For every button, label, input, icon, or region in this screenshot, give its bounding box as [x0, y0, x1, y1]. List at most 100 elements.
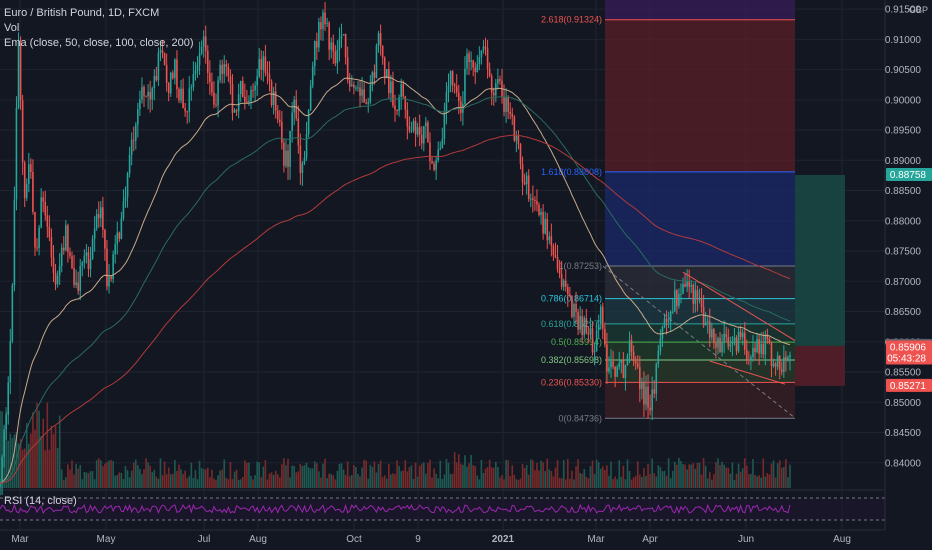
volume-bar: [385, 478, 388, 488]
candle-body: [231, 83, 234, 113]
candle-body: [684, 283, 686, 287]
candle-body: [155, 75, 158, 81]
price-tag-bg: [886, 167, 932, 181]
volume-bar: [225, 477, 228, 488]
candle-body: [595, 330, 598, 351]
candle-body: [110, 276, 112, 279]
volume-bar: [472, 465, 474, 488]
candle-body: [30, 164, 32, 173]
price-axis[interactable]: 0.840000.845000.850000.855000.860000.865…: [884, 0, 932, 530]
volume-bar: [116, 475, 119, 488]
candle-body: [490, 76, 493, 93]
drawing-trendlines[interactable]: [602, 265, 796, 419]
candle-body: [441, 139, 444, 149]
volume-bar: [174, 459, 176, 488]
volume-bar: [237, 479, 240, 488]
price-tick-label: 0.87500: [885, 247, 922, 258]
candle-body: [702, 307, 705, 326]
candle-body: [334, 51, 337, 64]
candle-body: [174, 59, 176, 79]
time-tick-label: 9: [415, 534, 421, 545]
candle-body: [774, 363, 777, 367]
volume-bar: [307, 467, 310, 488]
candle-body: [636, 363, 639, 368]
volume-bar: [599, 468, 602, 488]
volume-bar: [128, 477, 131, 488]
volume-bar: [708, 472, 711, 488]
candle-body: [311, 66, 314, 86]
candle-body: [163, 53, 166, 66]
candle-body: [573, 304, 575, 317]
candle-body: [254, 85, 256, 91]
candle-body: [431, 161, 433, 164]
volume-bar: [616, 479, 618, 488]
candle-body: [717, 338, 719, 348]
symbol-title[interactable]: Euro / British Pound, 1D, FXCM: [4, 7, 160, 19]
volume-bar: [361, 467, 363, 488]
fib-diagonal-line: [602, 265, 796, 419]
candle-body: [645, 386, 647, 405]
candle-body: [519, 144, 522, 165]
volume-bar: [139, 468, 141, 488]
volume-bar: [462, 464, 464, 488]
candle-body: [206, 50, 209, 74]
volume-bar: [630, 479, 633, 488]
volume-bar: [451, 473, 454, 488]
candle-body: [204, 36, 207, 51]
volume-bar: [745, 465, 748, 488]
time-tick-label: Mar: [587, 534, 605, 545]
time-axis[interactable]: Mar May Jul Aug Oct 9 2021 Mar Apr Jun Aug: [11, 534, 851, 545]
price-tag-value: 0.85906: [890, 342, 927, 353]
candle-body: [291, 112, 293, 131]
candle-body: [305, 133, 308, 158]
candle-body: [361, 89, 363, 96]
volume-bar: [85, 472, 88, 488]
volume-bar: [536, 462, 538, 488]
candle-body: [89, 259, 92, 270]
volume-bar: [316, 463, 318, 488]
volume-bar: [145, 458, 147, 488]
volume-bar: [466, 466, 468, 488]
candle-body: [102, 207, 104, 230]
volume-bar: [639, 474, 641, 488]
candle-body: [143, 87, 145, 96]
volume-bar: [495, 461, 497, 488]
ema-indicator-label[interactable]: Ema (close, 50, close, 100, close, 200): [4, 37, 194, 49]
volume-bar: [595, 459, 598, 488]
volume-bar: [505, 459, 507, 488]
volume-bar: [680, 461, 682, 488]
long-position-tool[interactable]: [795, 174, 845, 386]
volume-bar: [427, 462, 429, 488]
volume-indicator-label[interactable]: Vol: [4, 22, 20, 34]
volume-bar: [167, 467, 170, 488]
candle-body: [723, 333, 725, 343]
volume-bar: [182, 474, 184, 488]
candle-body: [766, 334, 769, 339]
volume-bar: [756, 476, 758, 488]
candle-body: [704, 322, 707, 326]
candle-body: [21, 100, 24, 163]
rsi-legend[interactable]: RSI (14, close): [4, 495, 77, 507]
candle-body: [647, 386, 649, 408]
volume-bar: [423, 462, 425, 488]
candle-body: [369, 85, 372, 103]
volume-bar: [155, 476, 158, 488]
volume-bar: [787, 477, 789, 488]
volume-bar: [283, 458, 285, 488]
volume-bar: [511, 465, 514, 488]
volume-bar: [248, 462, 250, 488]
candle-body: [289, 130, 291, 167]
candle-body: [13, 199, 16, 286]
volume-bar: [194, 470, 197, 488]
candle-body: [756, 339, 758, 352]
rsi-pane: [0, 497, 885, 531]
price-tick-label: 0.91000: [885, 35, 922, 46]
fib-extension[interactable]: 2.618(0.91324) 1.618(0.88808) 1(0.87253) 0.…: [541, 0, 795, 423]
candle-body: [50, 237, 53, 258]
candle-body: [365, 102, 367, 104]
candle-body: [246, 101, 248, 103]
candle-body: [130, 139, 133, 156]
volume-bar: [577, 459, 579, 488]
volume-bar: [612, 479, 614, 488]
